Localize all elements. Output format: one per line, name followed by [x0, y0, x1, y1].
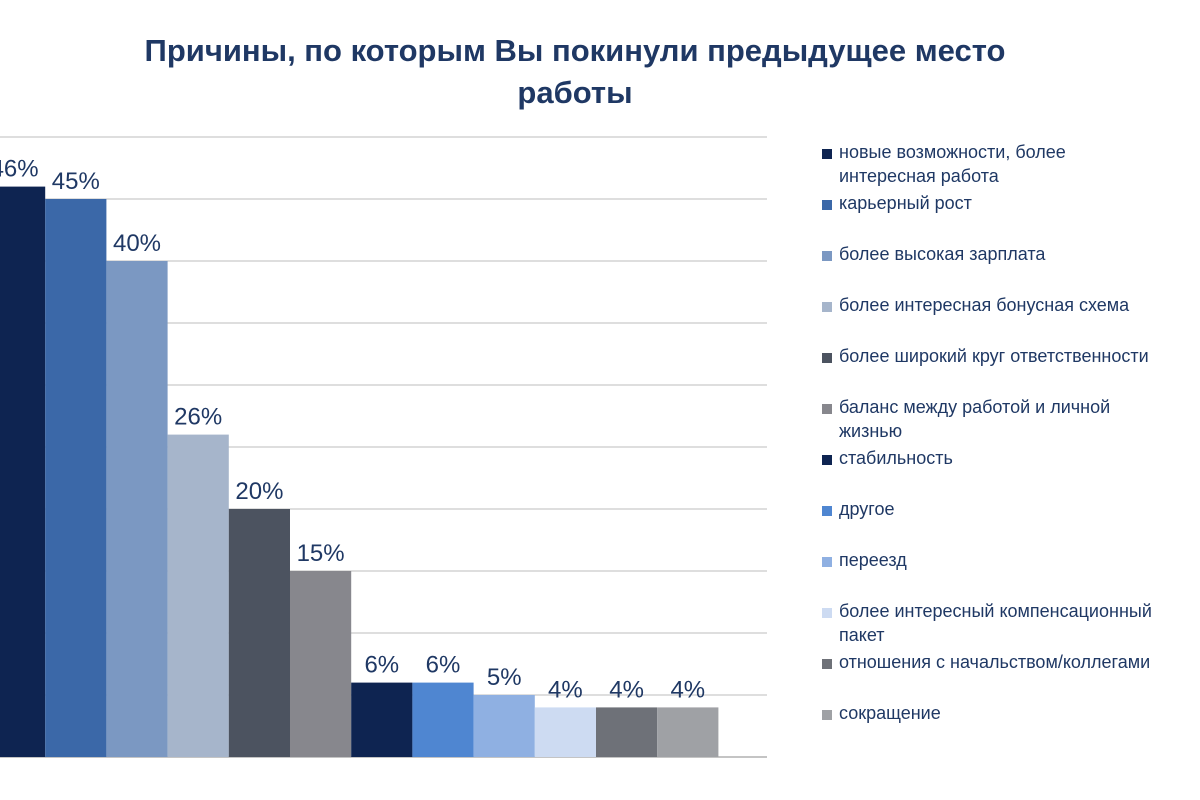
bar-11	[596, 707, 658, 757]
legend-item: сокращение	[822, 701, 1200, 725]
bar-value-label: 5%	[487, 664, 522, 691]
bar-4	[167, 434, 229, 757]
legend-label: баланс между работой и личной жизнью	[839, 397, 1111, 441]
bar-value-label: 4%	[670, 676, 705, 703]
bar-value-label: 26%	[174, 404, 222, 431]
legend-label: более широкий круг ответственности	[839, 346, 1149, 366]
legend-label: более высокая зарплата	[839, 244, 1046, 264]
legend-swatch	[822, 455, 832, 465]
legend-item: более широкий круг ответственности	[822, 344, 1200, 368]
bar-value-label: 4%	[609, 676, 644, 703]
legend-label: более интересный компенсационный пакет	[839, 601, 1152, 645]
legend-swatch	[822, 557, 832, 567]
bar-6	[290, 571, 352, 757]
legend-swatch	[822, 353, 832, 363]
data-labels: 46% 45% 40% 26% 20% 15% 6% 6% 5% 4% 4% 4%	[0, 156, 705, 704]
legend-swatch	[822, 404, 832, 414]
bar-10	[534, 707, 596, 757]
legend-swatch	[822, 302, 832, 312]
bar-3	[106, 261, 168, 757]
bar-12	[657, 707, 719, 757]
legend-label: другое	[839, 499, 895, 519]
legend-item: более высокая зарплата	[822, 242, 1200, 266]
legend-label: переезд	[839, 550, 907, 570]
legend-label: сокращение	[839, 703, 941, 723]
legend-item: более интересная бонусная схема	[822, 293, 1200, 317]
bar-7	[351, 682, 413, 757]
bar-8	[412, 682, 474, 757]
legend-label: более интересная бонусная схема	[839, 295, 1130, 315]
bar-value-label: 15%	[297, 540, 345, 567]
legend-item: карьерный рост	[822, 191, 1200, 215]
legend-item: стабильность	[822, 446, 1200, 470]
legend-swatch	[822, 506, 832, 516]
bar-2	[45, 199, 107, 757]
legend-swatch	[822, 659, 832, 669]
legend-swatch	[822, 710, 832, 720]
legend-item: новые возможности, более интересная работ…	[822, 140, 1200, 188]
bar-5	[228, 509, 290, 757]
bar-value-label: 6%	[426, 652, 461, 679]
bar-value-label: 6%	[364, 652, 399, 679]
legend-swatch	[822, 149, 832, 159]
legend-label: стабильность	[839, 448, 953, 468]
legend-item: баланс между работой и личной жизнью	[822, 395, 1200, 443]
bar-value-label: 4%	[548, 676, 583, 703]
legend-label: отношения с начальством/коллегами	[839, 652, 1151, 672]
legend-item: более интересный компенсационный пакет	[822, 599, 1200, 647]
bar-9	[473, 695, 535, 757]
legend-swatch	[822, 200, 832, 210]
legend-item: переезд	[822, 548, 1200, 572]
legend-label: карьерный рост	[839, 193, 972, 213]
legend-swatch	[822, 251, 832, 261]
chart-title: Причины, по которым Вы покинули предыдущ…	[144, 33, 1006, 110]
bar-value-label: 20%	[235, 478, 283, 505]
bar-value-label: 46%	[0, 156, 39, 183]
legend-item: другое	[822, 497, 1200, 521]
legend-item: отношения с начальством/коллегами	[822, 650, 1200, 674]
bar-value-label: 45%	[52, 168, 100, 195]
chart-legend: новые возможности, более интересная работ…	[822, 140, 1200, 740]
legend-label: новые возможности, более интересная работ…	[839, 142, 1066, 186]
bar-value-label: 40%	[113, 230, 161, 257]
bar-1	[0, 186, 46, 758]
bars	[0, 186, 719, 758]
legend-swatch	[822, 608, 832, 618]
